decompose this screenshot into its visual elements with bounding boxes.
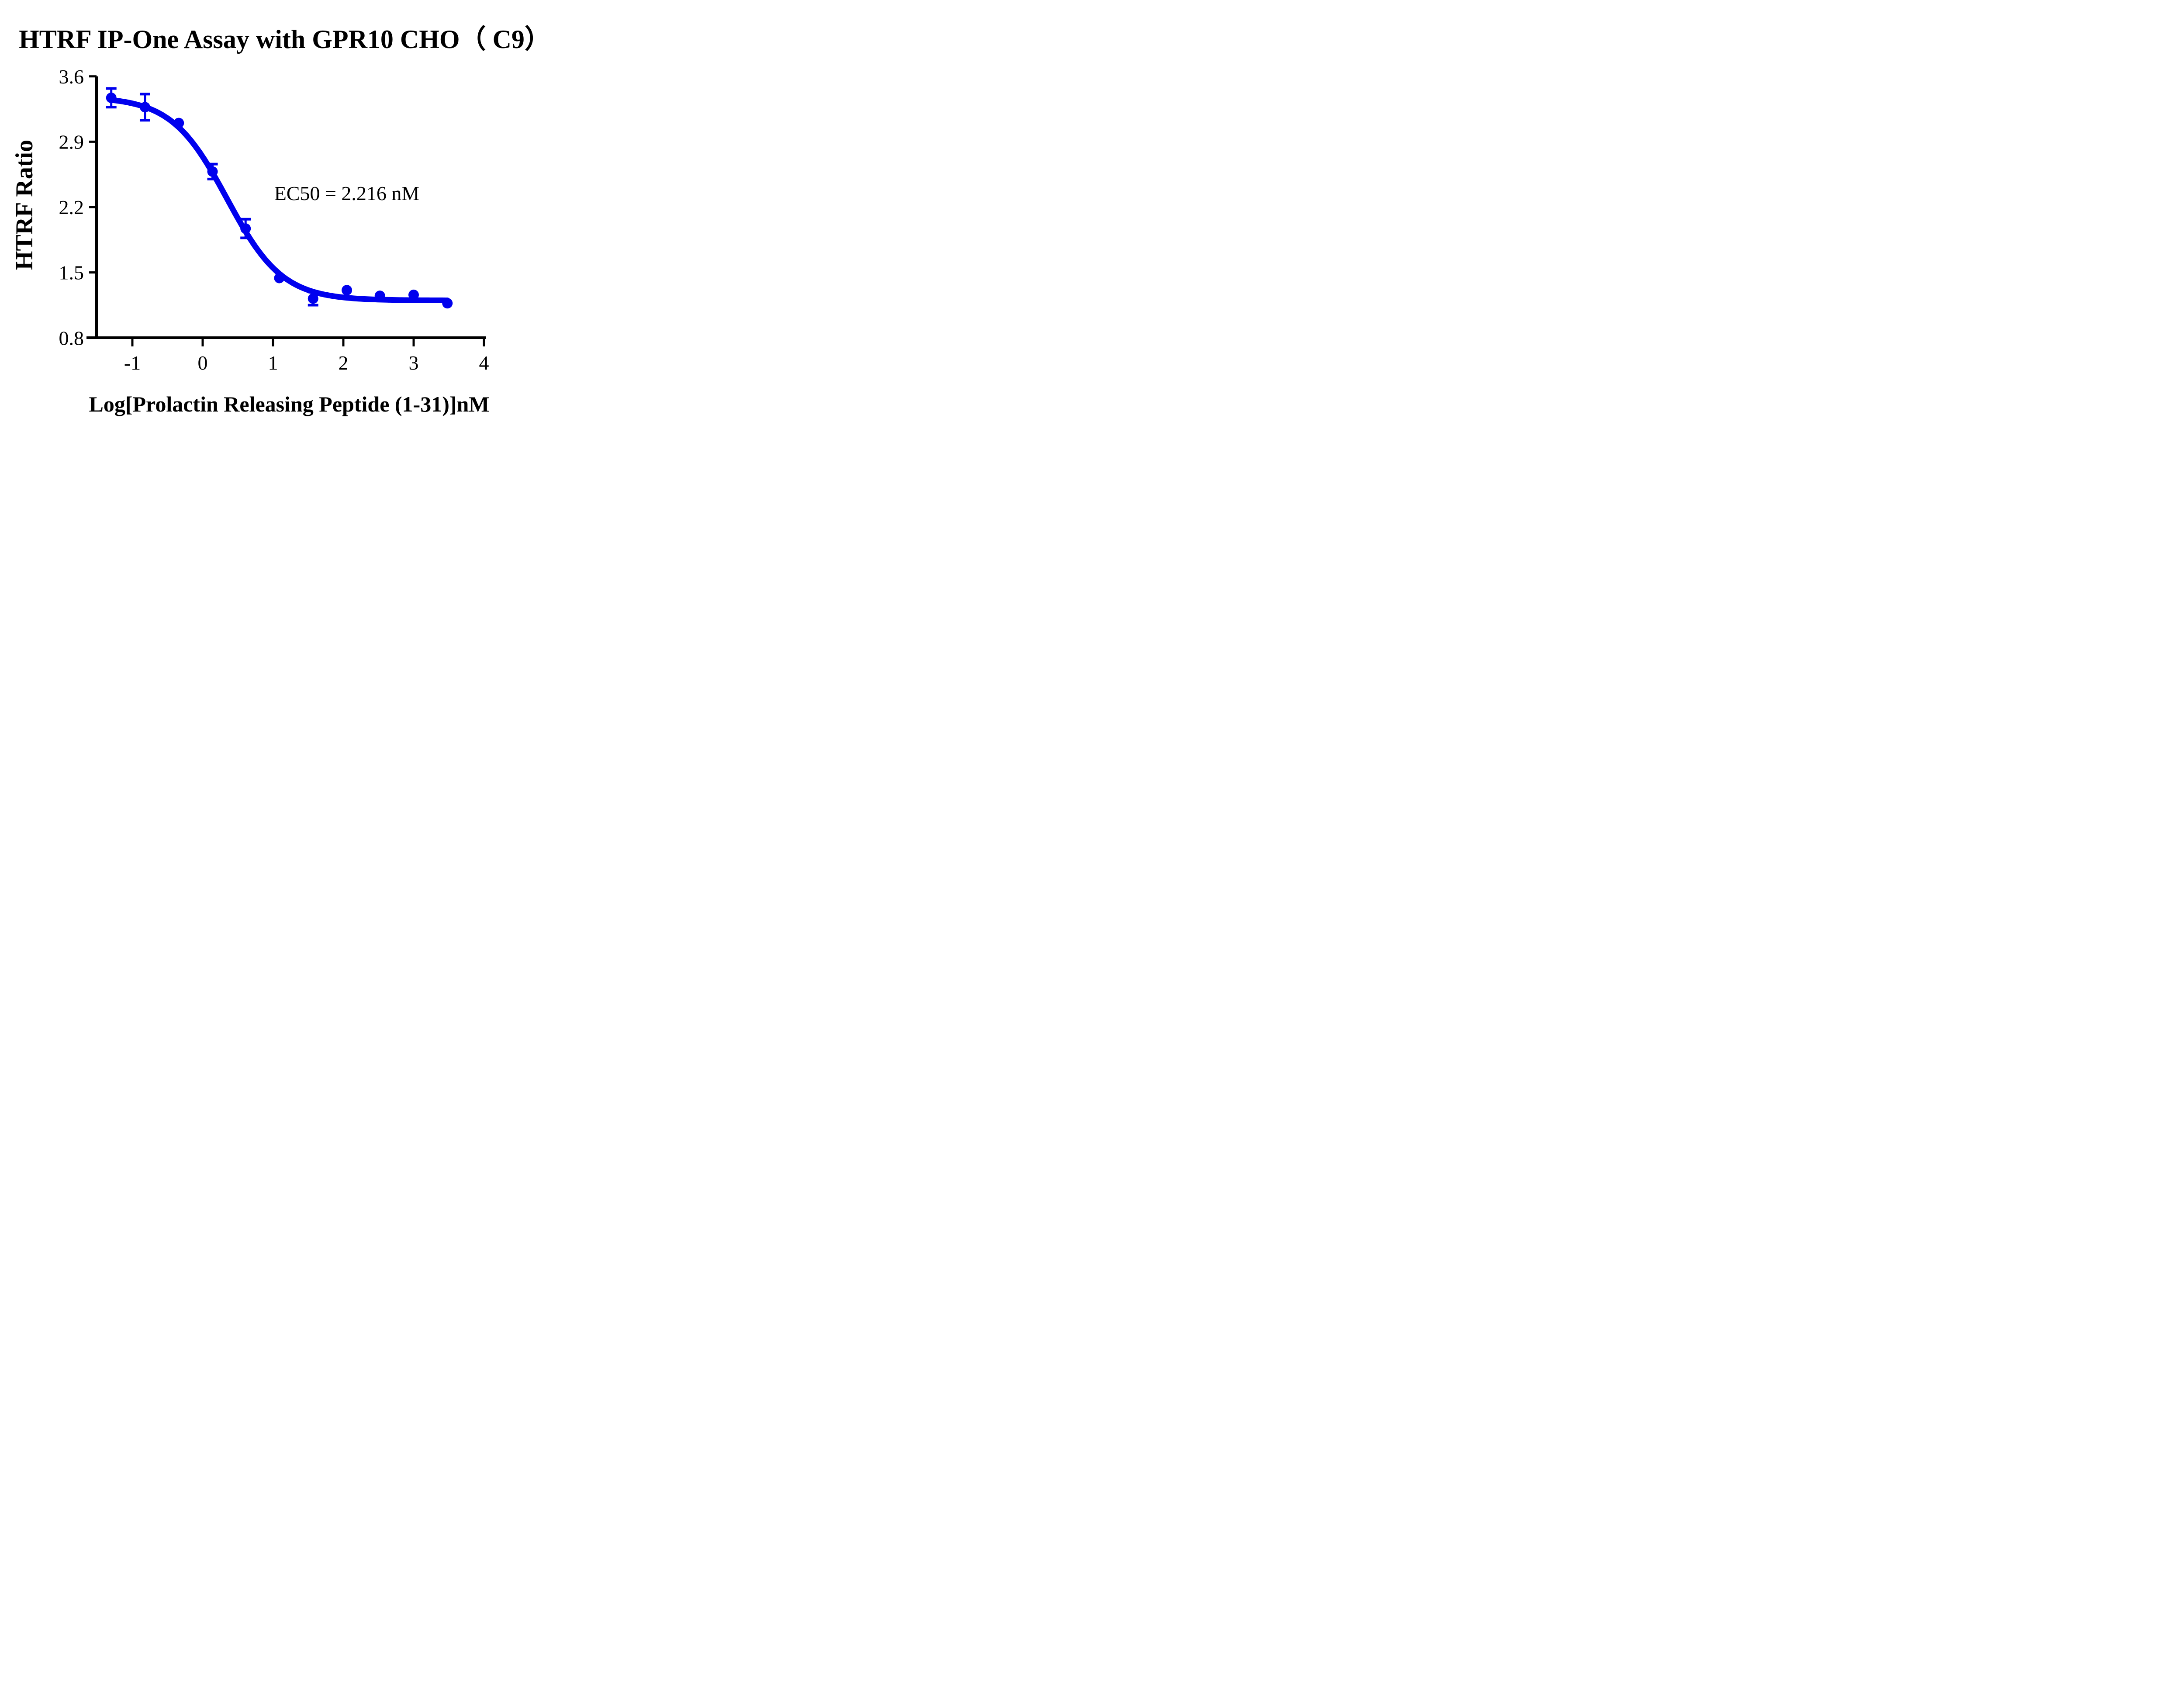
x-tick-label: 0 xyxy=(198,352,208,374)
data-points xyxy=(106,92,453,309)
data-point xyxy=(106,92,117,103)
data-point xyxy=(173,118,184,128)
x-tick-label: 4 xyxy=(479,352,489,374)
y-axis-title: HTRF Ratio xyxy=(11,140,38,270)
data-point xyxy=(342,285,352,296)
data-point xyxy=(374,291,385,301)
chart-canvas: HTRF IP-One Assay with GPR10 CHO（ C9） EC… xyxy=(11,24,551,416)
y-tick-label: 0.8 xyxy=(59,327,84,349)
data-point xyxy=(308,293,318,304)
y-tick-label: 1.5 xyxy=(59,262,84,284)
y-tick-label: 3.6 xyxy=(59,66,84,88)
y-tick-label: 2.9 xyxy=(59,131,84,153)
x-tick-label: 1 xyxy=(268,352,278,374)
data-point xyxy=(139,102,150,113)
data-point xyxy=(274,273,285,284)
figure: HTRF IP-One Assay with GPR10 CHO（ C9） EC… xyxy=(0,0,563,426)
data-point xyxy=(442,298,453,309)
chart-title: HTRF IP-One Assay with GPR10 CHO（ C9） xyxy=(19,24,551,54)
y-tick-label: 2.2 xyxy=(59,196,84,218)
data-point xyxy=(408,289,419,300)
tick-marks xyxy=(89,75,485,346)
x-tick-label: 3 xyxy=(409,352,419,374)
data-point xyxy=(207,166,218,177)
ec50-annotation: EC50 = 2.216 nM xyxy=(274,182,420,204)
x-tick-label: -1 xyxy=(124,352,141,374)
tick-labels: 3.6 2.9 2.2 1.5 0.8 -1 0 1 2 3 4 xyxy=(59,66,489,374)
data-point xyxy=(240,223,251,234)
x-tick-label: 2 xyxy=(339,352,349,374)
x-axis-title: Log[Prolactin Releasing Peptide (1-31)]n… xyxy=(89,392,490,416)
